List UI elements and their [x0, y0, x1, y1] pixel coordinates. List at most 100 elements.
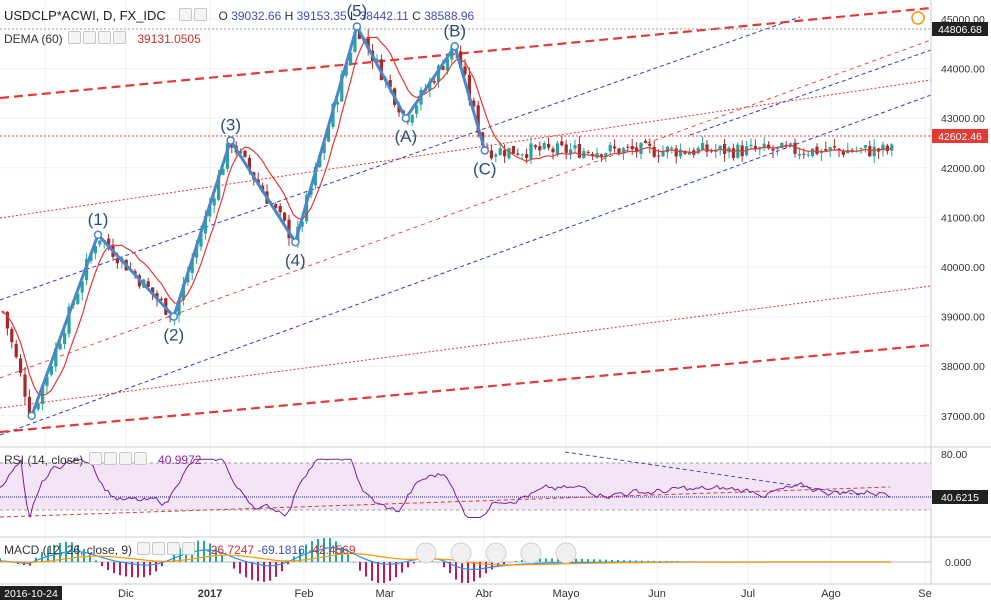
close-icon[interactable] [98, 31, 112, 44]
rsi-legend[interactable]: RSI (14, close) 40.9972 [4, 452, 201, 467]
low-label: L [350, 9, 357, 23]
candle-body [657, 155, 661, 157]
time-axis-label: Feb [295, 588, 314, 600]
candle-body [80, 281, 84, 293]
candle-body [586, 151, 590, 153]
candle-body [335, 101, 339, 105]
histogram-value: -42.4569 [308, 543, 356, 557]
candle-body [14, 343, 18, 358]
macd-legend[interactable]: MACD (12, 26, close, 9) -26.7247 -69.181… [4, 542, 356, 557]
candle-body [93, 246, 97, 254]
candle-body [322, 142, 326, 154]
candle-body [797, 153, 801, 156]
wave-point[interactable] [93, 230, 103, 240]
zoom-in-button[interactable] [520, 542, 542, 564]
candle-body [23, 374, 27, 397]
wave-label: (2) [163, 326, 184, 345]
dema-line [2, 36, 892, 396]
scroll-right-button[interactable] [555, 542, 577, 564]
symbol-legend[interactable]: USDCLP*ACWI, D, FX_IDC O 39032.66 H 3915… [4, 8, 474, 23]
alert-clock-icon[interactable] [911, 11, 925, 25]
candle-body [76, 293, 80, 304]
wave-point[interactable] [401, 113, 411, 123]
candle-body [357, 31, 361, 40]
candle-body [190, 259, 194, 273]
wave-point[interactable] [450, 42, 460, 51]
settings-icon[interactable] [152, 542, 166, 555]
candle-body [577, 143, 581, 158]
zoom-out-button[interactable] [450, 542, 472, 564]
candle-body [397, 105, 401, 113]
candle-body [701, 142, 705, 150]
candle-body [626, 146, 630, 148]
candle-body [670, 147, 674, 149]
candle-body [520, 154, 524, 156]
candle-body [753, 146, 757, 150]
macd-value: -26.7247 [206, 543, 255, 557]
candle-body [872, 146, 876, 157]
candle-body [199, 233, 203, 247]
candle-body [674, 148, 678, 157]
close-icon[interactable] [167, 542, 181, 555]
macd-label: MACD (12, 26, close, 9) [4, 543, 133, 557]
price-axis-label: 44000.00 [941, 64, 985, 76]
rsi-value: 40.9972 [158, 453, 202, 467]
candle-body [740, 145, 744, 157]
candle-body [749, 144, 753, 147]
price-badge-last: 42602.46 [932, 129, 988, 143]
time-axis-label: Abr [475, 588, 492, 600]
eye-icon[interactable] [88, 452, 102, 465]
eye-icon[interactable] [137, 542, 151, 555]
scroll-left-button[interactable] [415, 542, 437, 564]
eye-icon[interactable] [179, 8, 193, 21]
candle-body [45, 376, 49, 386]
time-axis[interactable]: 2016-10-24 Dic 2017 Feb Mar Abr Mayo Jun Jul Ago S… [0, 586, 932, 600]
candle-body [705, 144, 709, 152]
wave-point[interactable] [27, 411, 36, 421]
candle-body [177, 299, 181, 316]
settings-icon[interactable] [83, 31, 97, 44]
close-icon[interactable] [118, 452, 132, 465]
rsi-label: RSI (14, close) [4, 453, 84, 467]
price-axis-label: 38000.00 [941, 361, 985, 373]
candle-body [595, 152, 599, 158]
chart-navigation-buttons[interactable] [415, 542, 577, 564]
candle-body [890, 144, 894, 151]
candle-body [432, 81, 436, 83]
more-icon[interactable] [182, 542, 196, 555]
candle-body [472, 100, 476, 107]
settings-icon[interactable] [103, 452, 117, 465]
candle-body [635, 147, 639, 153]
candle-body [98, 240, 102, 245]
more-icon[interactable] [133, 452, 147, 465]
candle-body [529, 143, 533, 159]
more-icon[interactable] [113, 31, 127, 44]
candle-body [802, 153, 806, 155]
candle-body [151, 287, 155, 295]
eye-icon[interactable] [68, 31, 82, 44]
candle-body [489, 150, 493, 159]
dema-legend[interactable]: DEMA (60) 39131.0505 [4, 31, 201, 46]
open-label: O [218, 9, 228, 23]
candle-body [221, 168, 225, 176]
candle-body [243, 150, 247, 157]
wave-point[interactable] [226, 136, 235, 145]
price-axis[interactable]: 45000.0044000.0043000.0042000.0041000.00… [941, 14, 985, 423]
wave-point[interactable] [480, 146, 490, 155]
settings-icon[interactable] [194, 8, 208, 21]
rsi-badge-last: 40.6215 [932, 490, 988, 504]
price-axis-label: 39000.00 [941, 312, 985, 324]
candle-body [300, 221, 304, 227]
channel-line [0, 39, 931, 379]
wave-point[interactable] [169, 312, 179, 321]
close-label: C [412, 9, 421, 23]
wave-point[interactable] [352, 22, 362, 31]
wave-label: (C) [473, 159, 497, 178]
wave-point[interactable] [291, 237, 300, 247]
candle-body [375, 58, 379, 61]
reset-button[interactable] [485, 542, 507, 564]
candle-body [58, 343, 62, 350]
candle-body [344, 64, 348, 76]
candle-body [494, 154, 498, 157]
